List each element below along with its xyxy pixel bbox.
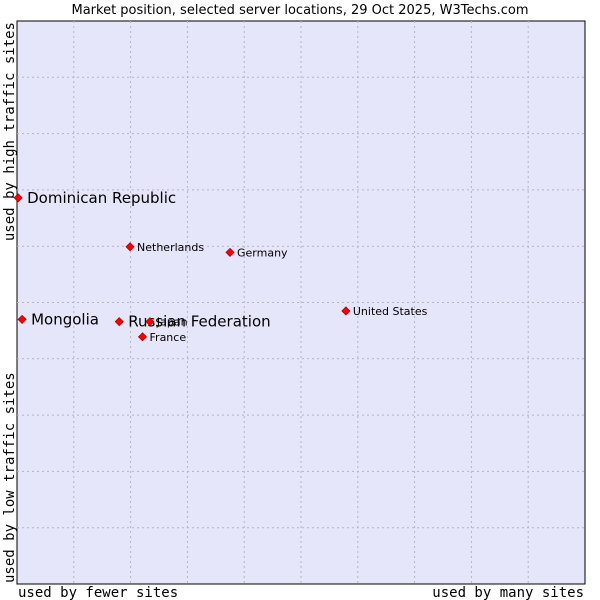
data-label-japan: Japan [156, 316, 188, 329]
data-label-mongolia: Mongolia [31, 310, 99, 328]
data-point-france [137, 332, 148, 342]
data-label-dominican-republic: Dominican Republic [27, 189, 176, 207]
data-point-mongolia [17, 314, 27, 324]
data-point-dominican-republic [13, 193, 23, 203]
data-points: Dominican Republic Netherlands Germany Unit… [13, 189, 428, 344]
data-point-netherlands [125, 242, 135, 252]
x-axis-label-right: used by many sites [432, 585, 584, 600]
y-axis-label-top: used by high traffic sites [2, 22, 18, 241]
data-point-japan [145, 317, 155, 327]
chart-title: Market position, selected server locatio… [71, 3, 528, 18]
data-label-netherlands: Netherlands [137, 241, 204, 254]
data-point-russian-federation [114, 317, 124, 327]
y-axis-label-bottom: used by low traffic sites [2, 372, 18, 583]
grid-lines [17, 21, 585, 584]
data-label-france: France [150, 331, 187, 344]
data-label-united-states: United States [353, 305, 428, 318]
data-point-germany [225, 247, 235, 257]
data-label-russian-federation: Russian Federation [128, 313, 270, 331]
data-point-united-states [341, 306, 351, 316]
x-axis-label-left: used by fewer sites [18, 585, 178, 600]
data-label-germany: Germany [237, 246, 288, 259]
